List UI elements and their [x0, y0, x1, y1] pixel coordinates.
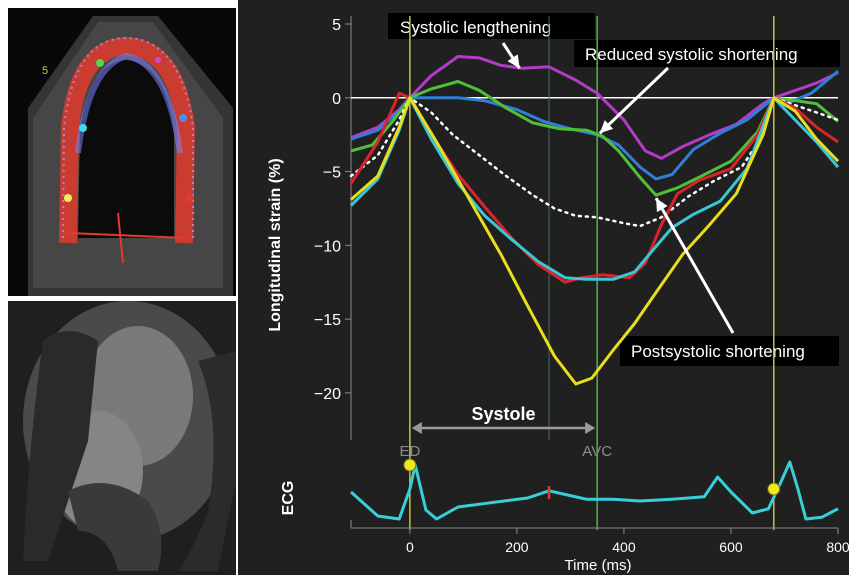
svg-text:5: 5 — [42, 65, 48, 77]
y-tick-label: −20 — [314, 386, 341, 403]
x-axis-label: Time (ms) — [565, 557, 632, 574]
annotation-reduced-systolic-shortening: Reduced systolic shortening — [574, 40, 840, 67]
ecg-marker-1 — [767, 482, 781, 496]
strain-series-0 — [350, 55, 839, 160]
systole-arrow-left — [411, 422, 422, 434]
y-tick-label: 5 — [332, 17, 341, 34]
strain-chart: Longitudinal strain (%) ED AVC Systole S… — [267, 13, 849, 574]
strain-series-5 — [349, 96, 840, 281]
arrow-postsystolic-shortening-head — [656, 198, 668, 213]
y-tick-label: 0 — [332, 91, 341, 108]
y-tick-label: −15 — [314, 312, 341, 329]
cardiac-mri-image — [8, 301, 236, 575]
systole-arrow-right — [585, 422, 596, 434]
ecg-trace — [349, 460, 839, 521]
x-tick-label: 600 — [719, 539, 743, 555]
y-tick-label: −5 — [323, 165, 341, 182]
svg-text:Postsystolic shortening: Postsystolic shortening — [631, 342, 805, 361]
svg-text:Reduced systolic shortening: Reduced systolic shortening — [585, 45, 798, 64]
echocardiogram-image: 5 — [8, 8, 236, 296]
annotation-postsystolic-shortening: Postsystolic shortening — [620, 336, 839, 366]
x-tick-label: 800 — [826, 539, 849, 555]
plot-area: 5 0 −5 −10 −15 −20 0 200 400 600 800 — [314, 16, 849, 555]
ecg-label: ECG — [280, 481, 297, 516]
x-tick-label: 400 — [612, 539, 636, 555]
mri-image-panel — [8, 301, 236, 575]
echo-image-panel: 5 — [8, 8, 236, 296]
arrow-systolic-lengthening-head — [507, 54, 520, 69]
strain-chart-panel: Longitudinal strain (%) ED AVC Systole S… — [238, 0, 849, 575]
ecg-marker-0 — [403, 458, 417, 472]
arrow-reduced-systolic-shortening-head — [599, 120, 614, 134]
svg-text:Systolic lengthening: Systolic lengthening — [400, 18, 551, 37]
annotation-systolic-lengthening: Systolic lengthening — [388, 13, 595, 39]
y-tick-label: −10 — [314, 238, 341, 255]
y-axis-label: Longitudinal strain (%) — [267, 158, 284, 331]
systole-label: Systole — [472, 404, 536, 424]
arrow-postsystolic-shortening — [654, 197, 735, 334]
x-tick-label: 0 — [406, 539, 414, 555]
arrow-reduced-systolic-shortening — [598, 66, 670, 135]
strain-series-6 — [350, 96, 840, 386]
x-tick-label: 200 — [505, 539, 529, 555]
